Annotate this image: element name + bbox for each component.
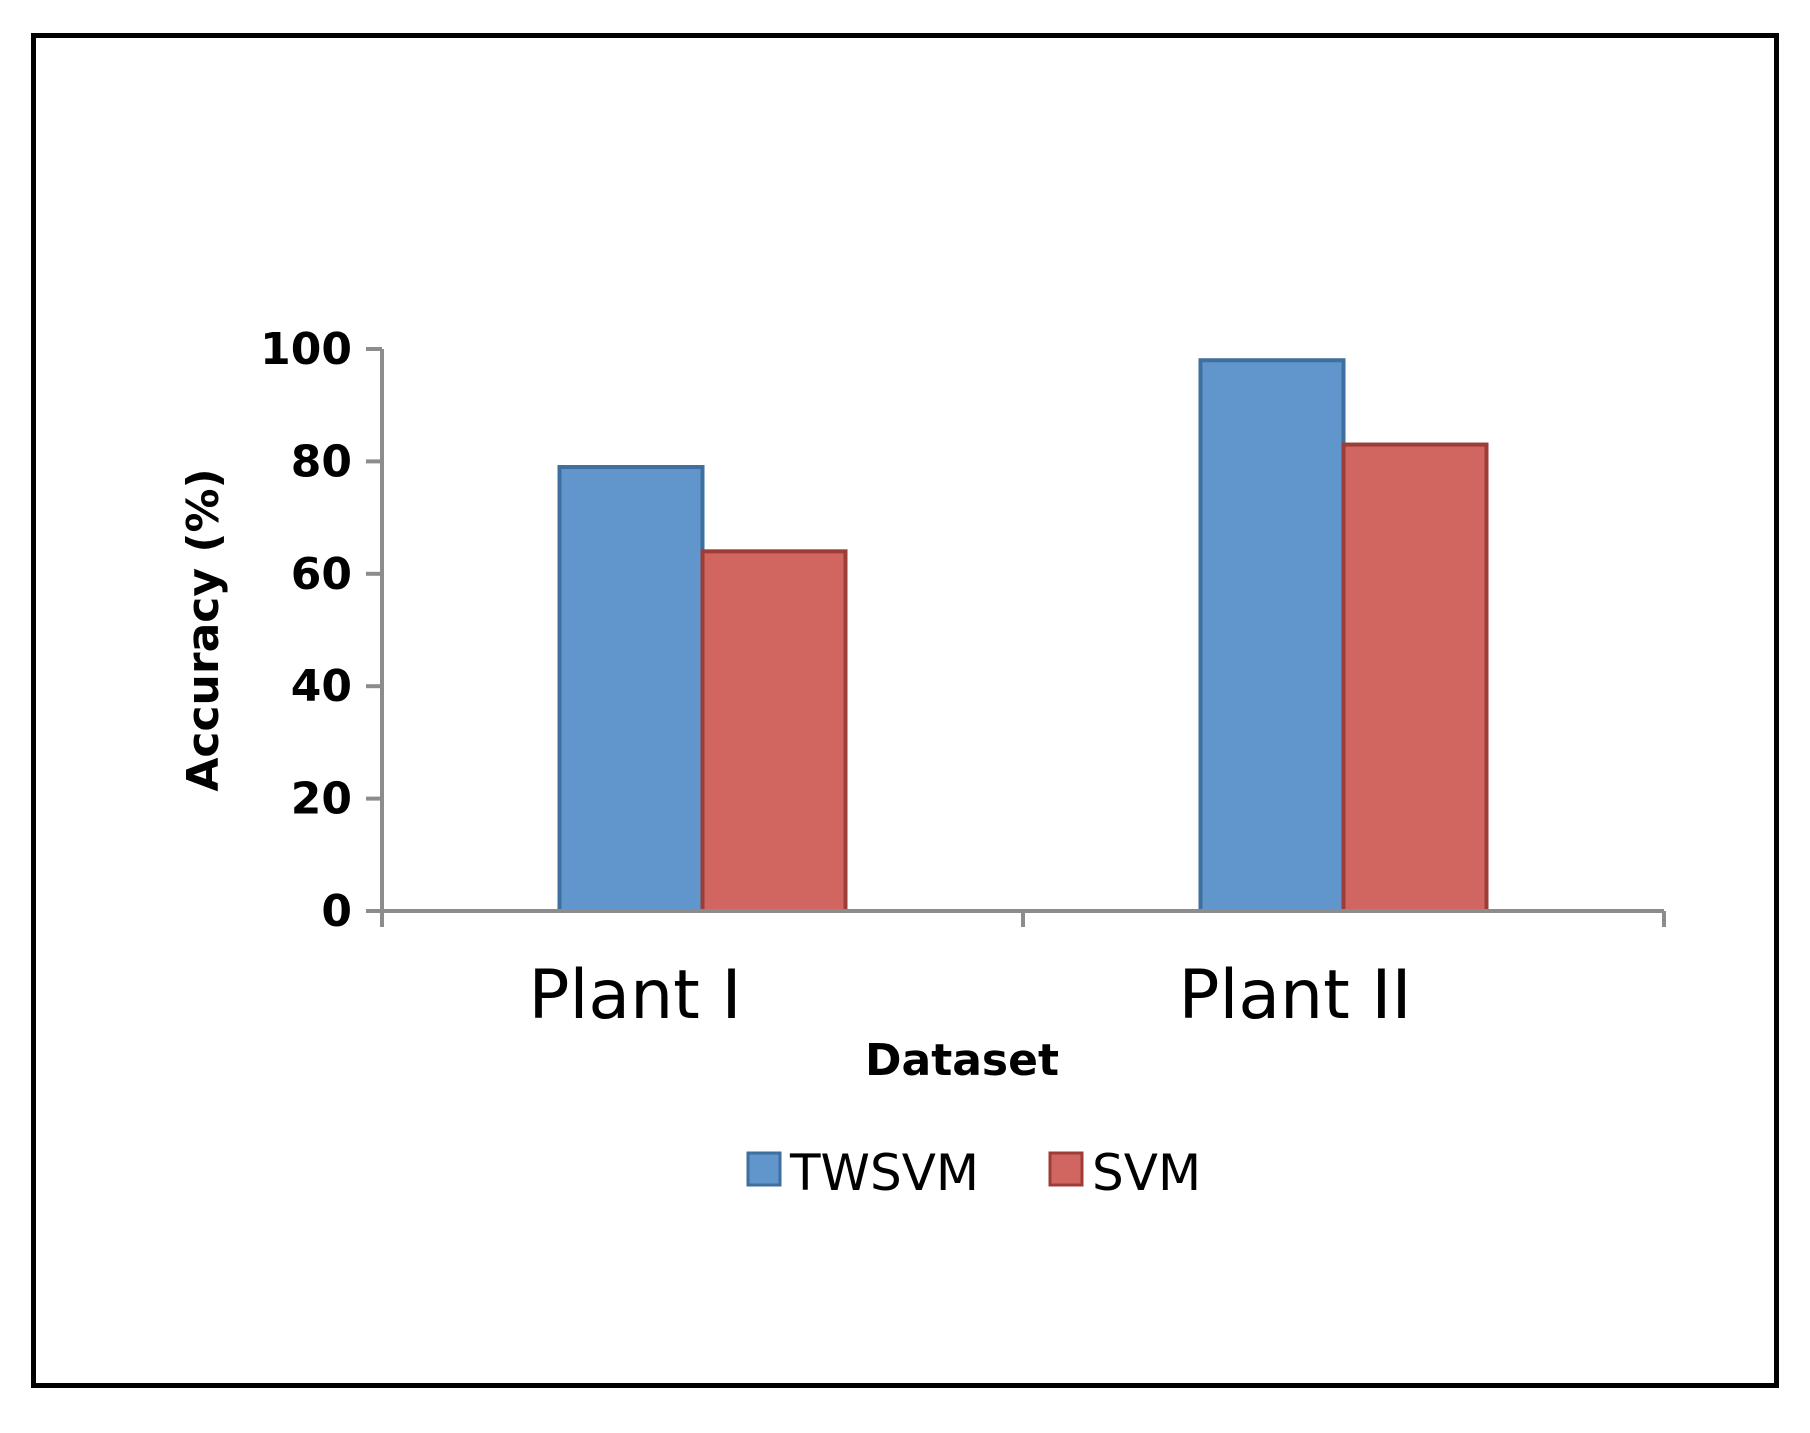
category-label-plant-ii: Plant II [1178, 956, 1411, 1035]
bar-twsvm-plant-ii [1198, 358, 1346, 913]
y-tick-label: 100 [260, 324, 352, 375]
bars-group [557, 358, 1489, 913]
y-tick-label: 40 [291, 661, 352, 712]
category-label-plant-i: Plant I [529, 956, 742, 1035]
y-tick-label: 0 [321, 886, 352, 937]
y-tick-label: 60 [291, 549, 352, 600]
legend-swatch-svm [1048, 1151, 1084, 1187]
y-tick-label: 80 [291, 436, 352, 487]
legend-label-svm: SVM [1092, 1144, 1201, 1202]
x-ticks-group [380, 911, 1666, 927]
bar-svm-plant-ii [1341, 442, 1489, 913]
legend-label-twsvm: TWSVM [789, 1144, 979, 1202]
x-axis-title: Dataset [865, 1035, 1059, 1086]
bar-twsvm-plant-i [557, 465, 705, 913]
y-axis-title: Accuracy (%) [178, 468, 229, 791]
y-tick-label: 20 [291, 774, 352, 825]
bar-svm-plant-i [700, 549, 848, 913]
legend-swatch-twsvm [746, 1151, 782, 1187]
legend: TWSVM SVM [746, 1144, 1201, 1202]
y-ticks-group: 0 20 40 60 80 100 [260, 324, 382, 937]
